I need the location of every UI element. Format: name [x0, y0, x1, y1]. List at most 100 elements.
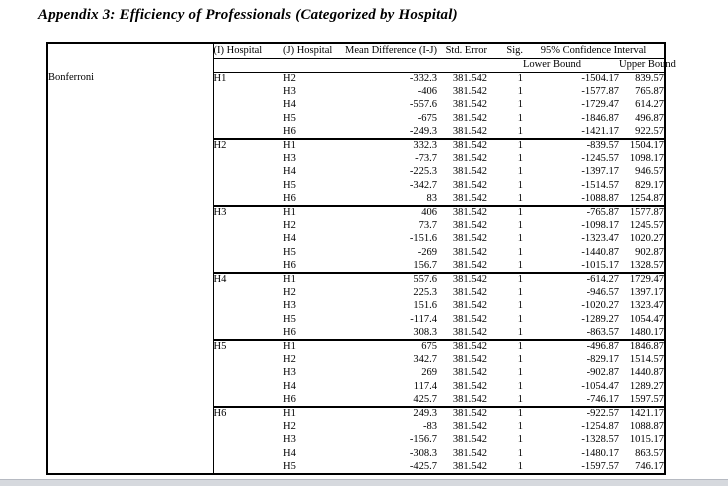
header-empty-md [345, 58, 437, 73]
upper-bound-cell: 839.57 [635, 72, 665, 84]
table-row: H6 156.7 381.542 1 -1015.17 1328.57 [47, 259, 665, 272]
std-error-cell: 381.542 [452, 393, 487, 405]
lower-bound-cell: -1440.87 [581, 246, 619, 258]
std-error-cell: 381.542 [437, 137, 487, 153]
j-hospital-cell: H6 [283, 393, 296, 405]
mean-diff-cell: -83 [423, 420, 437, 432]
std-error-cell: 381.542 [452, 153, 487, 165]
lower-bound-cell: -1098.17 [581, 219, 619, 231]
j-hospital-cell: H5 [283, 179, 296, 191]
j-hospital-cell: H1 [283, 137, 345, 153]
table-row: H6 308.3 381.542 1 -863.57 1480.17 [47, 326, 665, 339]
sig-cell: 1 [517, 313, 523, 325]
mean-diff-cell: 269 [421, 367, 437, 379]
lower-bound-cell: -1323.47 [581, 233, 619, 245]
upper-bound-cell: 1254.87 [629, 192, 665, 204]
std-error-cell: 381.542 [452, 246, 487, 258]
j-hospital-cell: H3 [283, 434, 296, 446]
j-hospital-cell: H4 [283, 99, 296, 111]
sig-cell: 1 [517, 300, 523, 312]
sig-cell: 1 [517, 420, 523, 432]
table-row: H2 -83 381.542 1 -1254.87 1088.87 [47, 420, 665, 433]
lower-bound-cell: -1421.17 [581, 125, 619, 137]
sig-cell: 1 [517, 125, 523, 137]
sig-cell: 1 [517, 86, 523, 98]
j-hospital-cell: H5 [283, 460, 296, 472]
mean-diff-cell: -406 [417, 86, 437, 98]
lower-bound-cell: -1846.87 [581, 112, 619, 124]
mean-diff-cell: 425.7 [413, 393, 437, 405]
std-error-cell: 381.542 [452, 259, 487, 271]
lower-bound-cell: -946.57 [586, 286, 619, 298]
std-error-cell: 381.542 [452, 192, 487, 204]
j-hospital-cell: H5 [283, 112, 296, 124]
mean-diff-cell: -269 [417, 246, 437, 258]
header-std-error: Std. Error [437, 43, 487, 59]
table-row: H4 -151.6 381.542 1 -1323.47 1020.27 [47, 233, 665, 246]
std-error-cell: 381.542 [452, 179, 487, 191]
upper-bound-cell: 1480.17 [629, 326, 665, 338]
j-hospital-cell: H3 [283, 153, 296, 165]
mean-diff-cell: -332.3 [409, 72, 437, 84]
header-empty-se [437, 58, 487, 73]
table-row: H4 H1 557.6 381.542 1 -614.27 1729.47 [47, 271, 666, 340]
table-row: H5 -675 381.542 1 -1846.87 496.87 [47, 112, 665, 125]
lower-bound-cell: -1729.47 [581, 99, 619, 111]
table-row: H5 H1 675 381.542 1 -496.87 1846.87 [47, 338, 666, 407]
sig-cell: 1 [517, 112, 523, 124]
header-mean-difference: Mean Difference (I-J) [345, 43, 437, 59]
header-lower-bound: Lower Bound [523, 58, 619, 73]
upper-bound-cell: 1015.17 [629, 434, 665, 446]
upper-bound-cell: 902.87 [635, 246, 665, 258]
j-hospital-cell: H4 [283, 380, 296, 392]
lower-bound-cell: -1504.17 [581, 72, 619, 84]
std-error-cell: 381.542 [452, 380, 487, 392]
j-hospital-cell: H4 [283, 166, 296, 178]
header-confidence-interval: 95% Confidence Interval [523, 43, 666, 59]
upper-bound-cell: 829.17 [635, 179, 665, 191]
sig-cell: 1 [517, 367, 523, 379]
table-row: H6 83 381.542 1 -1088.87 1254.87 [47, 193, 665, 206]
lower-bound-cell: -1020.27 [581, 300, 619, 312]
upper-bound-cell: 1323.47 [629, 300, 665, 312]
std-error-cell: 381.542 [452, 313, 487, 325]
mean-diff-cell: -675 [417, 112, 437, 124]
j-hospital-cell: H4 [283, 447, 296, 459]
bottom-scrollbar-track [0, 479, 728, 486]
std-error-cell: 381.542 [452, 86, 487, 98]
j-hospital-cell: H2 [283, 219, 296, 231]
upper-bound-cell: 1514.57 [629, 353, 665, 365]
lower-bound-cell: -765.87 [523, 204, 619, 220]
std-error-cell: 381.542 [452, 447, 487, 459]
j-hospital-cell: H6 [283, 192, 296, 204]
header-upper-bound: Upper Bound [619, 58, 676, 73]
std-error-cell: 381.542 [452, 300, 487, 312]
std-error-cell: 381.542 [452, 367, 487, 379]
sig-cell: 1 [517, 99, 523, 111]
upper-bound-cell: 1054.47 [629, 313, 665, 325]
mean-diff-cell: -225.3 [409, 166, 437, 178]
table-row: Bonferroni H1 H2 -332.3 381.542 1 -1504.17 839.… [47, 72, 665, 474]
mean-diff-cell: 249.3 [345, 405, 437, 421]
row-label-header-spacer [47, 43, 214, 72]
std-error-cell: 381.542 [452, 112, 487, 124]
lower-bound-cell: -1328.57 [581, 434, 619, 446]
upper-bound-cell: 863.57 [635, 447, 665, 459]
upper-bound-cell: 1504.17 [619, 137, 666, 153]
std-error-cell: 381.542 [452, 286, 487, 298]
mean-diff-cell: -249.3 [409, 125, 437, 137]
std-error-cell: 381.542 [437, 271, 487, 287]
i-hospital-cell: H1 [213, 72, 227, 84]
std-error-cell: 381.542 [452, 72, 487, 84]
lower-bound-cell: -614.27 [523, 271, 619, 287]
header-j-hospital: (J) Hospital [283, 43, 345, 59]
sig-cell: 1 [517, 447, 523, 459]
std-error-cell: 381.542 [452, 219, 487, 231]
sig-cell: 1 [517, 353, 523, 365]
table-row: H5 -342.7 381.542 1 -1514.57 829.17 [47, 179, 665, 192]
mean-diff-cell: 117.4 [413, 380, 437, 392]
table-row: H4 -308.3 381.542 1 -1480.17 863.57 [47, 447, 665, 460]
sig-cell: 1 [517, 153, 523, 165]
table-row: H2 73.7 381.542 1 -1098.17 1245.57 [47, 219, 665, 232]
upper-bound-cell: 1729.47 [619, 271, 666, 287]
